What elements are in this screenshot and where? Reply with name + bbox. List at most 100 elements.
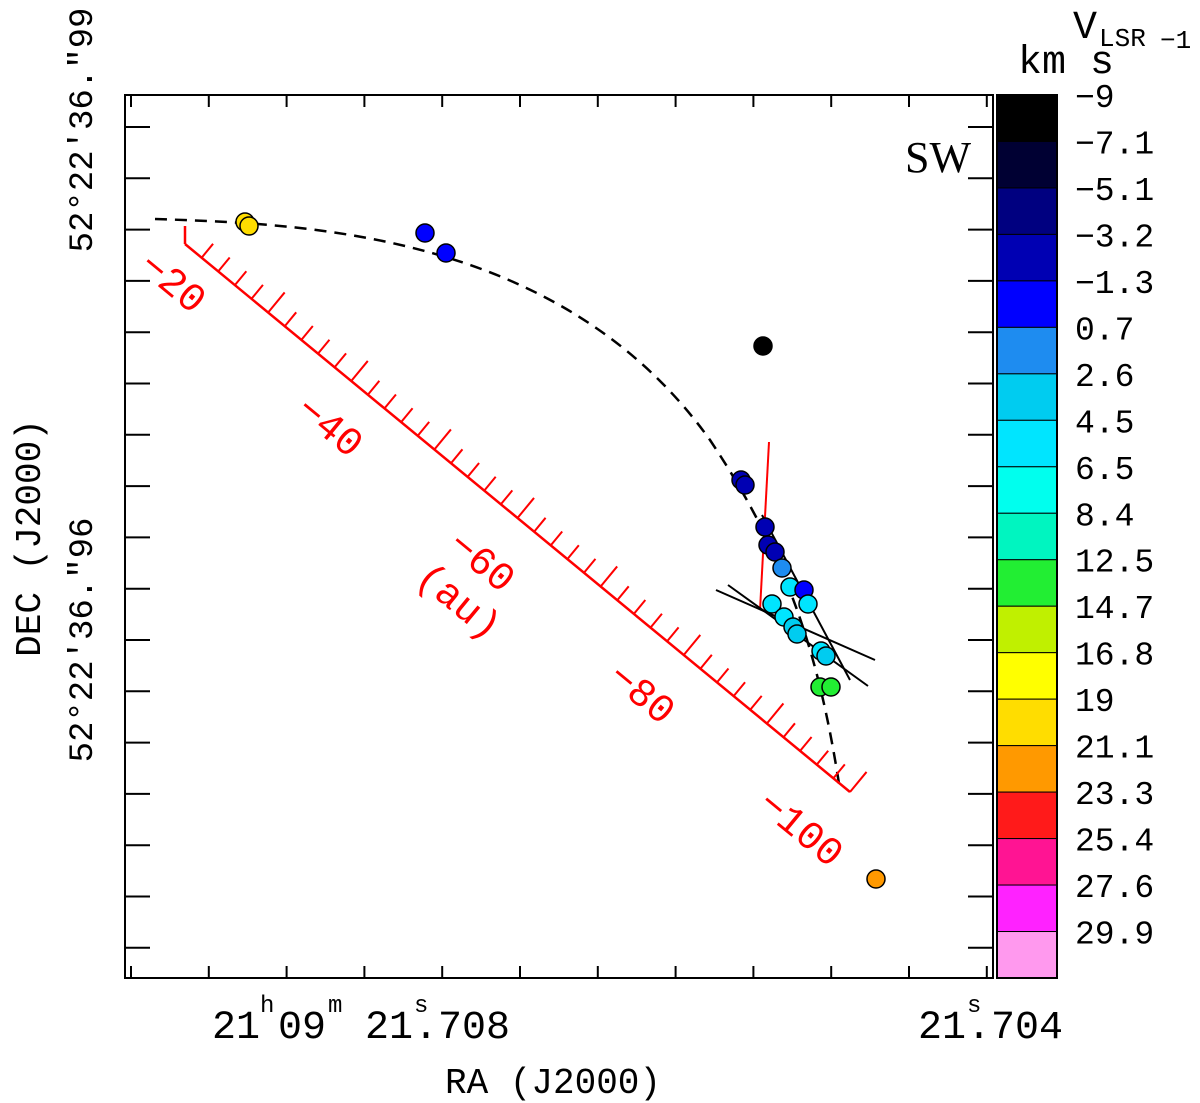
colorbar-swatch — [996, 605, 1058, 654]
scale-tick — [749, 695, 763, 711]
scale-tick — [566, 544, 580, 560]
scale-tick — [533, 517, 547, 533]
y-axis-title: DEC (J2000) — [10, 419, 51, 657]
scale-tick — [483, 476, 497, 492]
scale-tick — [400, 407, 414, 423]
scale-tick — [450, 448, 464, 464]
scale-label-40: −40 — [286, 388, 370, 469]
colorbar-label: 4.5 — [1075, 405, 1134, 442]
scale-tick — [616, 585, 630, 601]
scale-tick — [732, 681, 746, 697]
scale-tick — [599, 565, 618, 588]
colorbar-label: −7.1 — [1075, 126, 1154, 163]
svg-text:.704: .704 — [967, 1006, 1063, 1051]
x-tick-label-2: 21 s .704 — [918, 993, 1063, 1051]
scale-tick — [416, 421, 430, 437]
svg-text:m: m — [328, 993, 342, 1020]
colorbar-label: −5.1 — [1075, 173, 1154, 210]
svg-text:21: 21 — [212, 1006, 260, 1051]
colorbar — [996, 94, 1058, 979]
point — [239, 216, 259, 236]
scale-tick — [383, 393, 397, 410]
colorbar-title-main: V — [1073, 6, 1097, 51]
point — [798, 594, 818, 614]
point — [762, 594, 782, 614]
colorbar-label: −1.3 — [1075, 266, 1154, 303]
scale-tick — [217, 256, 231, 273]
scale-tick — [849, 771, 868, 793]
colorbar-swatch — [996, 280, 1058, 328]
svg-text:s: s — [414, 993, 428, 1020]
scale-tick — [500, 489, 514, 505]
scale-tick — [433, 428, 452, 451]
panel-label: SW — [905, 133, 971, 182]
colorbar-label: 0.7 — [1075, 312, 1134, 349]
scale-tick — [815, 750, 829, 766]
scale-tick — [234, 270, 248, 286]
scale-tick — [766, 702, 785, 725]
colorbar-swatch — [996, 884, 1058, 933]
colorbar-label: 25.4 — [1075, 824, 1154, 861]
colorbar-swatch — [996, 791, 1058, 840]
svg-text:s: s — [967, 993, 981, 1020]
colorbar-swatch — [996, 745, 1058, 793]
colorbar-label: 2.6 — [1075, 359, 1134, 396]
colorbar-swatch — [996, 838, 1058, 886]
colorbar-label: 23.3 — [1075, 777, 1154, 814]
point — [753, 336, 773, 356]
scale-tick — [250, 284, 264, 300]
scale-tick — [799, 736, 813, 752]
scale-tick — [466, 462, 480, 478]
data-points — [235, 212, 886, 889]
colorbar-label: 16.8 — [1075, 638, 1154, 675]
colorbar-title-unit: km s — [1018, 41, 1114, 86]
svg-text:21: 21 — [365, 1006, 413, 1051]
scale-tick — [300, 325, 314, 341]
y-tick-label-top: 52°22′36.″99 — [65, 8, 103, 253]
svg-text:09: 09 — [278, 1006, 326, 1051]
colorbar-title-exp: −1 — [1160, 26, 1191, 56]
colorbar-swatch — [996, 187, 1058, 235]
scale-tick — [716, 667, 730, 684]
axis-ticks — [125, 95, 993, 978]
point — [821, 677, 841, 697]
colorbar-frame — [996, 94, 1058, 979]
colorbar-swatch — [996, 373, 1058, 421]
x-tick-label-1: 21 h 09 m 21 s .708 — [212, 993, 510, 1051]
distance-scale: −20 −40 −60 (au) −80 −100 — [129, 226, 868, 879]
point — [787, 624, 807, 644]
colorbar-label: −9 — [1075, 80, 1115, 117]
colorbar-swatch — [996, 94, 1058, 142]
colorbar-title-sub: LSR — [1099, 24, 1146, 54]
colorbar-label: 14.7 — [1075, 591, 1154, 628]
colorbar-swatch — [996, 326, 1058, 375]
colorbar-swatch — [996, 140, 1058, 189]
colorbar-swatch — [996, 559, 1058, 607]
point — [415, 223, 435, 243]
point — [866, 869, 886, 889]
svg-text:21: 21 — [918, 1006, 966, 1051]
scale-tick — [317, 339, 331, 355]
point — [436, 243, 456, 263]
colorbar-label: 12.5 — [1075, 545, 1154, 582]
scale-tick — [549, 530, 563, 547]
scale-tick — [832, 763, 846, 779]
point — [765, 542, 785, 562]
scale-tick — [782, 722, 796, 738]
scale-tick — [367, 380, 381, 396]
dashed-arc — [154, 217, 842, 791]
scale-tick — [682, 634, 702, 656]
scale-tick — [283, 311, 297, 327]
scale-label-100: −100 — [748, 783, 851, 879]
point — [735, 475, 755, 495]
colorbar-label: 27.6 — [1075, 870, 1154, 907]
svg-text:h: h — [260, 993, 274, 1020]
scale-label-80: −80 — [598, 655, 682, 736]
colorbar-swatch — [996, 931, 1058, 979]
colorbar-label: −3.2 — [1075, 219, 1154, 256]
scale-tick — [699, 654, 713, 670]
scale-tick — [633, 599, 647, 615]
scale-tick — [267, 291, 286, 314]
colorbar-labels: −9 −7.1 −5.1 −3.2 −1.3 0.7 2.6 4.5 6.5 8.4 12.5 14.… — [1075, 80, 1154, 954]
